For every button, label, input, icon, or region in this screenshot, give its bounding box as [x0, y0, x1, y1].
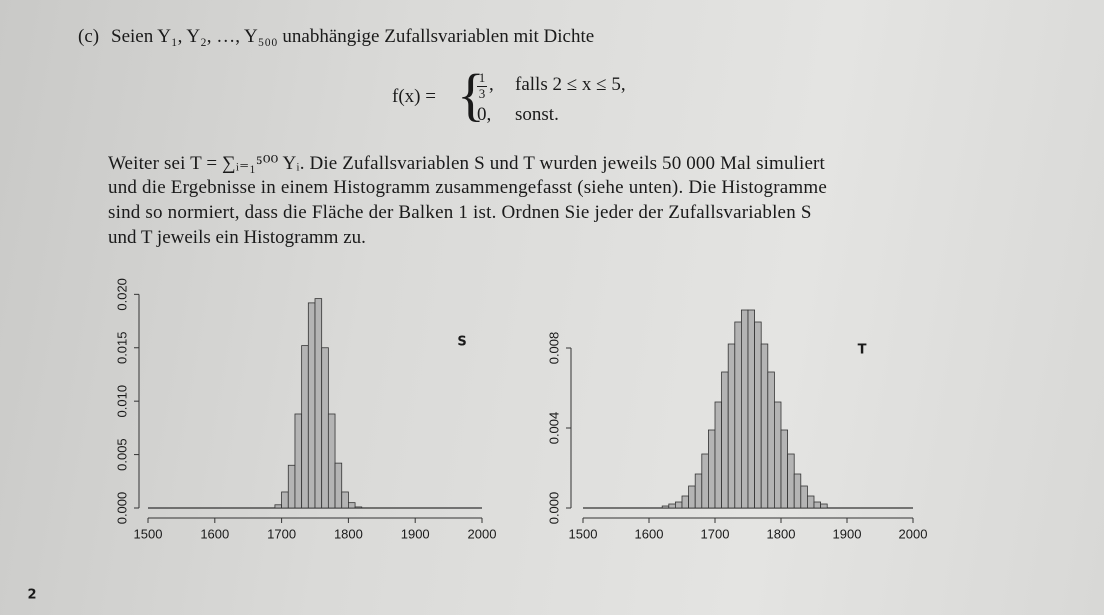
- bar: [787, 453, 795, 509]
- bar: [681, 495, 689, 509]
- bar: [741, 309, 749, 509]
- x-tick-label: 1500: [569, 526, 598, 541]
- case-condition: falls 2 ≤ x ≤ 5,: [515, 74, 626, 95]
- y-tick-label: 0.010: [114, 385, 129, 418]
- bar: [727, 343, 736, 509]
- x-tick-label: 1800: [767, 526, 796, 541]
- bar: [327, 413, 336, 509]
- bar: [734, 321, 742, 509]
- x-tick-label: 1800: [334, 526, 363, 541]
- x-tick-label: 2000: [899, 526, 928, 541]
- y-tick-label: 0.000: [546, 492, 561, 525]
- x-tick-label: 2000: [468, 526, 497, 541]
- y-tick-label: 0.004: [546, 412, 561, 445]
- bar: [287, 464, 296, 509]
- x-tick-label: 1600: [635, 526, 664, 541]
- bar: [767, 371, 775, 509]
- bar: [347, 502, 356, 509]
- question-text: Seien Y₁, Y₂, …, Y₅₀₀ unabhängige Zufall…: [111, 26, 595, 47]
- x-tick-label: 1900: [833, 526, 862, 541]
- bar: [694, 473, 703, 509]
- bar: [820, 503, 828, 509]
- case-condition: sonst.: [515, 104, 559, 125]
- bar: [301, 345, 309, 509]
- y-tick-label: 0.000: [114, 492, 129, 525]
- bar: [714, 401, 722, 509]
- bar: [354, 506, 363, 509]
- paragraph-line: und die Ergebnisse in einem Histogramm z…: [108, 177, 827, 198]
- bar: [274, 504, 283, 509]
- y-tick-label: 0.005: [114, 438, 129, 471]
- paragraph-line: und T jeweils ein Histogramm zu.: [108, 227, 366, 248]
- x-tick-label: 1500: [134, 526, 163, 541]
- bar: [708, 429, 716, 509]
- paragraph-line: sind so normiert, dass die Fläche der Ba…: [108, 202, 812, 223]
- bar: [341, 491, 349, 509]
- question-label: (c): [78, 26, 100, 47]
- handwritten-label: S: [457, 335, 466, 350]
- bar: [747, 309, 755, 509]
- case-value: 0,: [477, 104, 492, 125]
- handwritten-label: T: [858, 343, 867, 358]
- x-tick-label: 1700: [267, 526, 296, 541]
- bar: [774, 401, 782, 509]
- bar: [281, 491, 289, 509]
- bar: [800, 485, 808, 509]
- bar: [807, 495, 815, 509]
- bar: [321, 347, 329, 509]
- bar: [721, 371, 729, 509]
- bar: [793, 473, 802, 509]
- x-tick-label: 1900: [401, 526, 430, 541]
- bar: [668, 503, 676, 509]
- bar: [334, 462, 343, 509]
- fraction-numerator: 1: [478, 70, 486, 85]
- x-tick-label: 1600: [200, 526, 229, 541]
- brace: {: [457, 62, 485, 127]
- comma: ,: [489, 74, 494, 95]
- y-tick-label: 0.015: [114, 331, 129, 364]
- bar: [294, 413, 303, 509]
- fraction-denominator: 3: [478, 86, 486, 101]
- bar: [701, 453, 709, 509]
- paragraph-line: Weiter sei T = ∑ᵢ₌₁⁵⁰⁰ Yᵢ. Die Zufallsva…: [108, 153, 825, 174]
- bar: [307, 302, 316, 509]
- formula-lhs: f(x) =: [392, 86, 436, 107]
- bar: [760, 343, 769, 509]
- bar: [780, 429, 788, 509]
- page-number: 2: [27, 588, 36, 603]
- bar: [314, 298, 323, 509]
- y-tick-label: 0.008: [546, 332, 561, 365]
- bar: [688, 485, 696, 509]
- bar: [813, 501, 821, 509]
- x-tick-label: 1700: [701, 526, 730, 541]
- fraction-bar: [477, 86, 487, 87]
- bar: [661, 505, 670, 509]
- y-tick-label: 0.020: [114, 278, 129, 311]
- bar: [754, 321, 762, 509]
- bar: [675, 501, 683, 509]
